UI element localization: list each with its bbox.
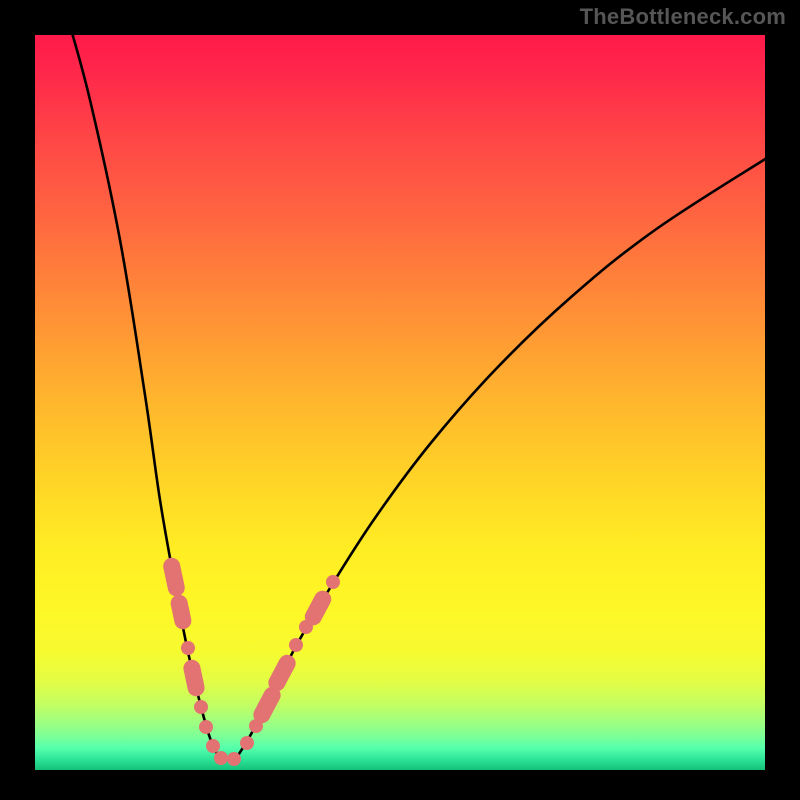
- plot-svg: [0, 0, 800, 800]
- dot: [240, 736, 254, 750]
- dot: [227, 752, 241, 766]
- curve-left-branch: [66, 12, 220, 760]
- dot: [181, 641, 195, 655]
- dot-pill: [169, 593, 193, 631]
- watermark-text: TheBottleneck.com: [580, 4, 786, 30]
- curve-right-branch: [235, 156, 770, 760]
- dot-pill: [162, 556, 187, 598]
- dot: [289, 638, 303, 652]
- dot: [206, 739, 220, 753]
- dot: [194, 700, 208, 714]
- dot-pill: [265, 652, 298, 694]
- dot: [214, 751, 228, 765]
- canvas: TheBottleneck.com: [0, 0, 800, 800]
- dot: [326, 575, 340, 589]
- dot: [199, 720, 213, 734]
- dot-pill: [182, 658, 206, 698]
